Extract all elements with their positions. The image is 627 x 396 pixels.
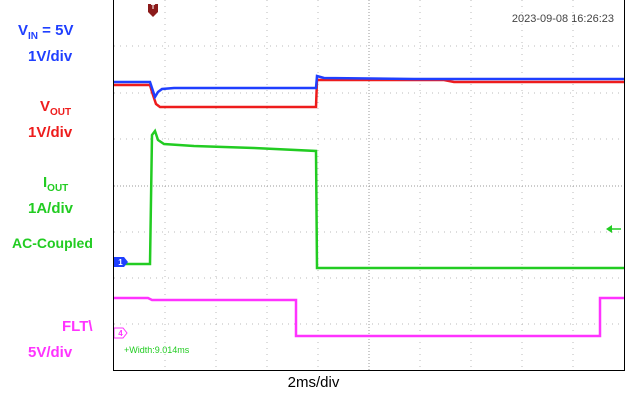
flt-scale: 5V/div: [28, 344, 73, 361]
trigger-level-arrow: [606, 225, 621, 233]
ch4-marker-label: 4: [118, 329, 123, 338]
trigger-marker-label: T: [150, 4, 156, 11]
ch1-ground-marker: [114, 257, 128, 267]
vin-sub: IN: [28, 31, 39, 42]
vout-label: VOUT: [40, 98, 71, 122]
width-measurement: +Width:9.014ms: [124, 345, 190, 355]
scope-display: 1 4 T 2023-09-08 16:26:23 +Width:9.014ms: [113, 0, 625, 371]
vin-name: V: [18, 22, 29, 39]
iout-trace: [114, 128, 624, 270]
iout-label: IOUT: [43, 174, 68, 198]
vin-scale: 1V/div: [28, 48, 73, 65]
vin-label: VIN = 5V: [18, 22, 73, 46]
graticule-horizontal: [114, 45, 624, 325]
ch1-marker-label: 1: [118, 258, 123, 267]
vout-scale: 1V/div: [28, 124, 73, 141]
iout-name: I: [43, 174, 48, 191]
flt-label: FLT\: [62, 318, 93, 335]
graticule-center: [114, 0, 624, 370]
iout-sub: OUT: [47, 183, 69, 194]
vout-name: V: [40, 98, 51, 115]
vout-sub: OUT: [50, 107, 72, 118]
vin-trace: [114, 74, 624, 100]
iout-scale: 1A/div: [28, 200, 74, 217]
timebase-label: 2ms/div: [287, 374, 340, 391]
trigger-marker: [148, 4, 158, 17]
timestamp: 2023-09-08 16:26:23: [511, 13, 614, 25]
ch4-ground-marker: [114, 327, 128, 339]
vin-value: = 5V: [38, 22, 74, 39]
iout-coupling: AC-Coupled: [12, 235, 93, 251]
scope-traces: [114, 0, 624, 370]
flt-trace: [114, 296, 624, 338]
